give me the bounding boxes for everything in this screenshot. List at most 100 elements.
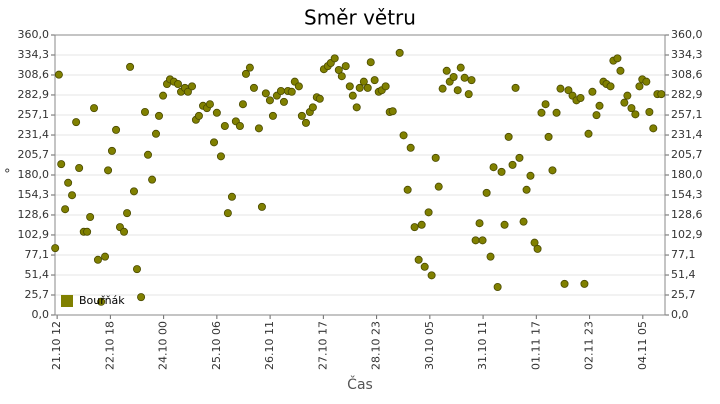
y-tick-label: 77,1	[25, 248, 50, 261]
point	[155, 111, 164, 120]
x-tick-label: 31.10 11	[476, 321, 489, 370]
y2-tick-label: 154,3	[671, 188, 703, 201]
point	[297, 111, 306, 120]
y2-tick-label: 51,4	[671, 268, 696, 281]
point	[257, 202, 266, 211]
y-tick-label: 360,0	[18, 28, 50, 41]
point	[54, 70, 63, 79]
x-tick-label: 02.11 23	[583, 321, 596, 370]
point	[183, 87, 192, 96]
point	[511, 83, 520, 92]
y2-tick-label: 257,1	[671, 108, 703, 121]
point	[212, 108, 221, 117]
point	[464, 90, 473, 99]
point	[140, 108, 149, 117]
y-tick-label: 205,7	[18, 148, 50, 161]
legend-label: Bouřňák	[79, 294, 125, 307]
point	[294, 82, 303, 91]
point	[337, 72, 346, 81]
point	[287, 87, 296, 96]
y-tick-label: 231,4	[18, 128, 50, 141]
y2-tick-label: 282,9	[671, 88, 703, 101]
point	[61, 205, 70, 214]
point	[456, 63, 465, 72]
x-tick-label: 30.10 05	[423, 321, 436, 370]
point	[366, 58, 375, 67]
point	[359, 77, 368, 86]
point	[556, 84, 565, 93]
point	[112, 125, 121, 134]
y-tick-label: 257,1	[18, 108, 50, 121]
point	[471, 236, 480, 245]
point	[449, 73, 458, 82]
y-tick-label: 282,9	[18, 88, 50, 101]
point	[388, 107, 397, 116]
point	[276, 87, 285, 96]
point	[645, 108, 654, 117]
y2-tick-label: 205,7	[671, 148, 703, 161]
point	[83, 227, 92, 236]
y-tick-label: 128,6	[18, 208, 50, 221]
point	[126, 62, 135, 71]
y2-tick-label: 334,3	[671, 48, 703, 61]
point	[381, 82, 390, 91]
x-axis-label: Čas	[347, 375, 373, 393]
point	[657, 90, 666, 99]
y2-tick-label: 25,7	[671, 288, 696, 301]
point	[649, 124, 658, 133]
point	[403, 185, 412, 194]
point	[453, 86, 462, 95]
point	[315, 94, 324, 103]
point	[238, 100, 247, 109]
point	[173, 80, 182, 89]
point	[148, 175, 157, 184]
point	[268, 111, 277, 120]
point	[227, 192, 236, 201]
point	[519, 217, 528, 226]
point	[576, 94, 585, 103]
y-tick-label: 334,3	[18, 48, 50, 61]
point	[279, 97, 288, 106]
y-axis-label: °	[4, 168, 11, 183]
y2-tick-label: 308,6	[671, 68, 703, 81]
point	[341, 62, 350, 71]
y2-tick-label: 360,0	[671, 28, 703, 41]
point	[616, 66, 625, 75]
chart-title: Směr větru	[304, 6, 416, 30]
point	[467, 76, 476, 85]
point	[482, 188, 491, 197]
point	[500, 220, 509, 229]
point	[620, 98, 629, 107]
point	[265, 96, 274, 105]
point	[414, 255, 423, 264]
point	[216, 152, 225, 161]
x-tick-label: 04.11 05	[636, 321, 649, 370]
point	[541, 100, 550, 109]
point	[159, 91, 168, 100]
point	[75, 163, 84, 172]
x-tick-label: 01.11 17	[529, 321, 542, 370]
point	[355, 83, 364, 92]
point	[352, 103, 361, 112]
point	[627, 104, 636, 113]
point	[107, 146, 116, 155]
point	[93, 255, 102, 264]
point	[595, 101, 604, 110]
point	[424, 208, 433, 217]
point	[57, 160, 66, 169]
point	[51, 244, 60, 253]
point	[515, 153, 524, 162]
point	[120, 227, 129, 236]
point	[86, 212, 95, 221]
point	[104, 166, 113, 175]
x-tick-label: 27.10 17	[316, 321, 329, 370]
point	[363, 83, 372, 92]
legend-swatch	[61, 295, 73, 307]
point	[348, 91, 357, 100]
point	[97, 297, 106, 306]
point	[526, 171, 535, 180]
x-tick-label: 22.10 18	[103, 321, 116, 370]
point	[330, 54, 339, 63]
point	[223, 209, 232, 218]
point	[143, 150, 152, 159]
